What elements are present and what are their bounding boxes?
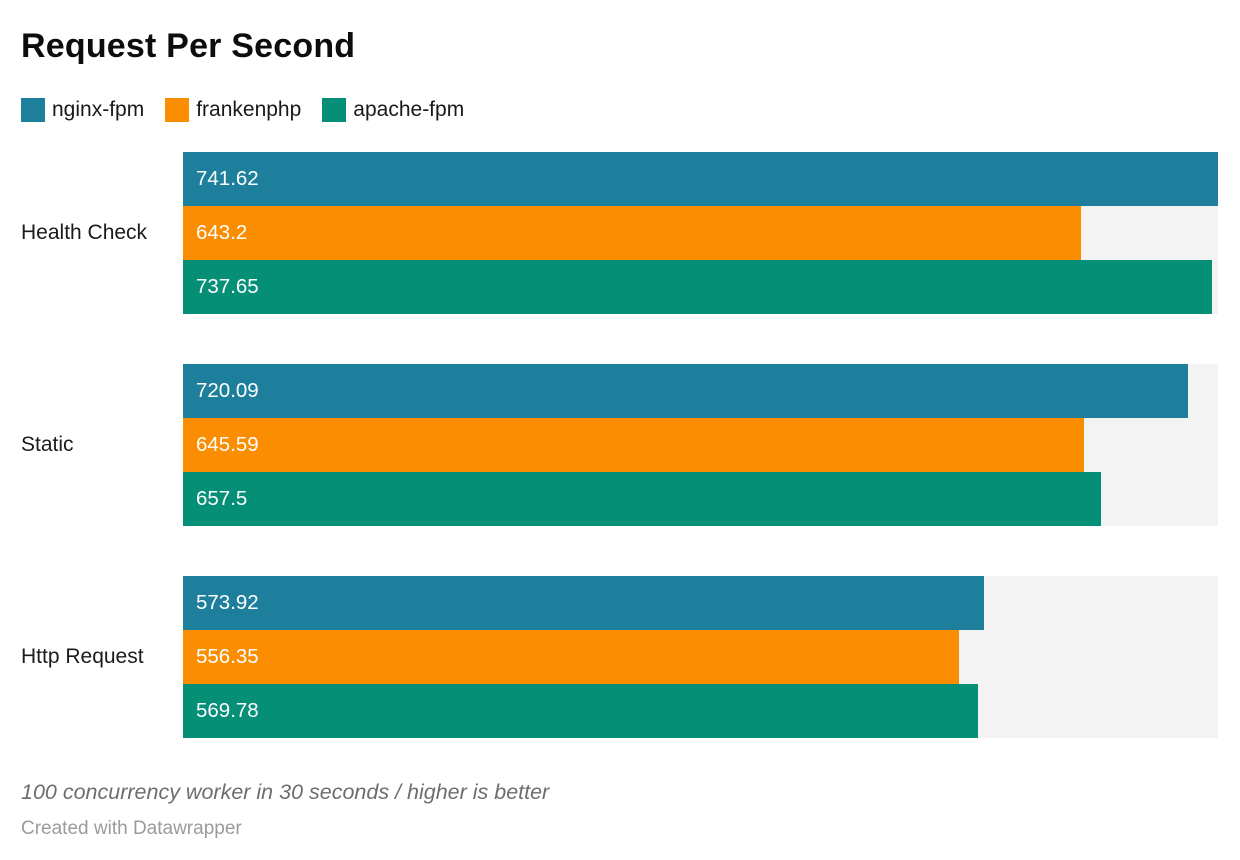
bar-frankenphp: 645.59 — [183, 418, 1084, 472]
bar-apache-fpm: 569.78 — [183, 684, 979, 738]
bar-frankenphp: 643.2 — [183, 206, 1081, 260]
legend-item-frankenphp: frankenphp — [165, 97, 301, 122]
bar-track: 741.62 643.2 737.65 — [183, 152, 1218, 314]
bar-value-label: 643.2 — [196, 221, 248, 244]
legend-label: apache-fpm — [353, 98, 465, 121]
bar-value-label: 720.09 — [196, 379, 259, 402]
bar-value-label: 573.92 — [196, 591, 259, 614]
bar-frankenphp: 556.35 — [183, 630, 960, 684]
bar-value-label: 737.65 — [196, 275, 259, 298]
category-label: Health Check — [21, 221, 148, 244]
bar-value-label: 657.5 — [196, 487, 248, 510]
category-label: Http Request — [21, 645, 144, 668]
legend-label: nginx-fpm — [52, 98, 145, 121]
legend-swatch-icon — [322, 97, 347, 122]
bar-value-label: 645.59 — [196, 433, 259, 456]
bar-nginx-fpm: 741.62 — [183, 152, 1218, 206]
legend: nginx-fpm frankenphp apache-fpm — [21, 97, 1218, 122]
legend-item-nginx-fpm: nginx-fpm — [21, 97, 144, 122]
bar-group: Http Request 573.92 556.35 569.78 — [21, 576, 1218, 738]
bar-group: Static 720.09 645.59 657.5 — [21, 364, 1218, 526]
bar-group: Health Check 741.62 643.2 737.65 — [21, 152, 1218, 314]
bar-track: 573.92 556.35 569.78 — [183, 576, 1218, 738]
legend-item-apache-fpm: apache-fpm — [322, 97, 464, 122]
datawrapper-credit-link[interactable]: Created with Datawrapper — [21, 818, 242, 839]
bar-value-label: 556.35 — [196, 645, 259, 668]
bar-value-label: 569.78 — [196, 699, 259, 722]
bar-apache-fpm: 657.5 — [183, 472, 1101, 526]
chart: Health Check 741.62 643.2 737.65 Static 720.0… — [21, 152, 1218, 738]
legend-swatch-icon — [165, 97, 190, 122]
chart-footer: 100 concurrency worker in 30 seconds / h… — [0, 780, 1240, 840]
bar-track: 720.09 645.59 657.5 — [183, 364, 1218, 526]
footer-note: 100 concurrency worker in 30 seconds / h… — [21, 780, 550, 804]
bar-apache-fpm: 737.65 — [183, 260, 1213, 314]
chart-title: Request Per Second — [21, 27, 356, 65]
chart-container: Request Per Second nginx-fpm frankenphp ap… — [21, 27, 1218, 738]
bar-value-label: 741.62 — [196, 167, 259, 190]
bar-nginx-fpm: 573.92 — [183, 576, 984, 630]
category-label: Static — [21, 433, 74, 456]
legend-swatch-icon — [21, 97, 45, 122]
legend-label: frankenphp — [196, 98, 302, 121]
bar-nginx-fpm: 720.09 — [183, 364, 1188, 418]
